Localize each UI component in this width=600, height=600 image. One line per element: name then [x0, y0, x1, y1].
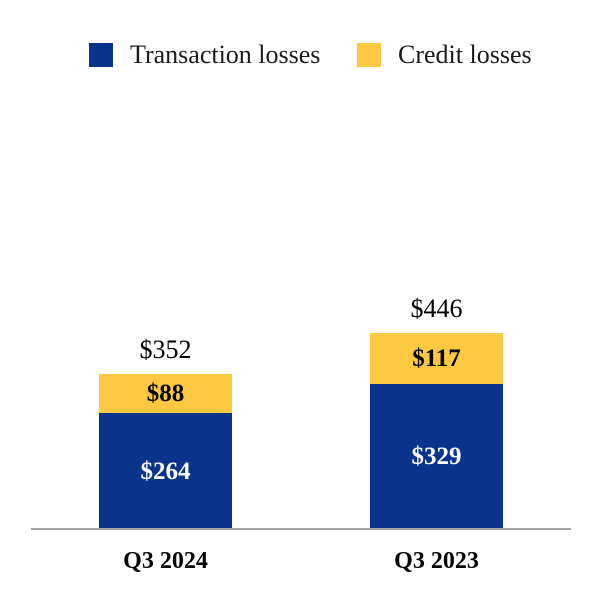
credit-losses-segment: $117	[370, 333, 503, 384]
total-label: $352	[139, 335, 192, 364]
legend-item-transaction-losses: Transaction losses	[89, 41, 320, 68]
bar-group-q3-2023: $446 $117 $329	[370, 296, 503, 529]
transaction-losses-segment: $329	[370, 384, 503, 529]
legend-label: Credit losses	[398, 39, 532, 69]
category-label-q3-2023: Q3 2023	[394, 548, 479, 574]
segment-label: $329	[411, 443, 462, 470]
segment-label: $117	[412, 345, 461, 372]
credit-losses-segment: $88	[99, 374, 232, 413]
legend-item-credit-losses: Credit losses	[357, 41, 532, 68]
legend-swatch-credit-losses	[357, 42, 381, 67]
segment-label: $264	[140, 457, 191, 485]
x-axis-line	[31, 528, 571, 530]
total-label: $446	[410, 294, 463, 323]
legend-label: Transaction losses	[130, 39, 321, 69]
legend-swatch-transaction-losses	[89, 42, 113, 67]
bar-group-q3-2024: $352 $88 $264	[99, 337, 232, 529]
category-label-q3-2024: Q3 2024	[123, 548, 208, 574]
transaction-losses-segment: $264	[99, 413, 232, 529]
segment-label: $88	[146, 380, 185, 407]
